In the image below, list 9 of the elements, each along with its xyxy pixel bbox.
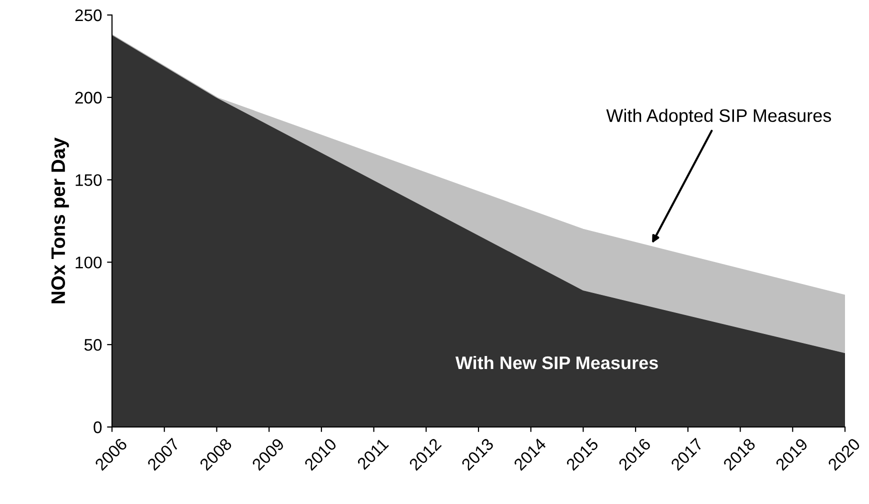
y-tick-label: 50 (84, 339, 102, 351)
y-tick-label: 150 (76, 174, 102, 186)
y-axis-title: NOx Tons per Day (51, 138, 69, 304)
y-tick-label: 0 (94, 421, 102, 434)
annotation: With Adopted SIP Measures (606, 108, 832, 126)
y-tick-label: 200 (75, 92, 102, 104)
series-label: With New SIP Measures (455, 356, 658, 370)
y-tick-label: 100 (76, 256, 102, 268)
y-tick-label: 250 (75, 9, 102, 22)
